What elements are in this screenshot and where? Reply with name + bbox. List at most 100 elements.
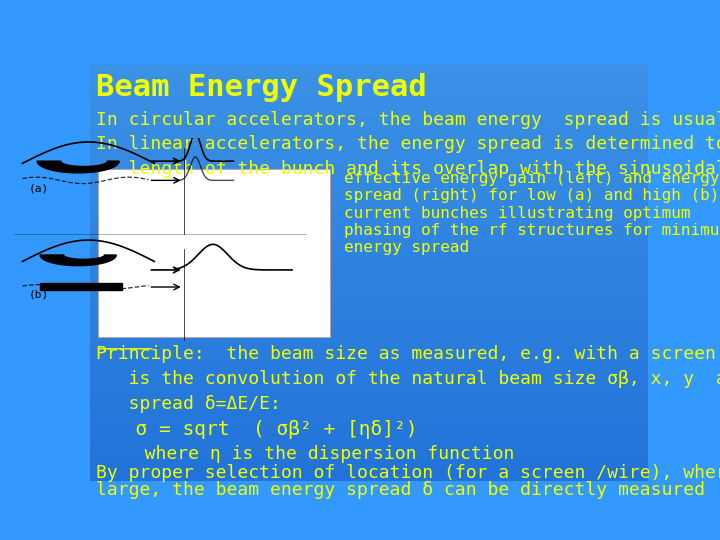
Bar: [90, 197, 648, 198]
Bar: [90, 235, 648, 237]
Bar: [90, 122, 648, 123]
Bar: [90, 66, 648, 68]
Bar: [90, 177, 648, 179]
Bar: [90, 193, 648, 195]
Bar: [90, 273, 648, 274]
Bar: [90, 328, 648, 329]
Bar: [90, 476, 648, 477]
Bar: [90, 326, 648, 328]
Bar: [90, 313, 648, 315]
Bar: [90, 468, 648, 469]
Bar: [90, 372, 648, 373]
Bar: [90, 458, 648, 460]
Bar: [90, 318, 648, 320]
Bar: [90, 363, 648, 365]
Bar: [90, 362, 648, 363]
Bar: [90, 320, 648, 321]
Bar: [90, 160, 648, 162]
Bar: [90, 357, 648, 359]
Bar: [90, 200, 648, 201]
Bar: [90, 123, 648, 125]
Bar: [90, 78, 648, 79]
Bar: [90, 429, 648, 430]
Bar: [90, 261, 648, 263]
FancyBboxPatch shape: [40, 283, 122, 290]
Bar: [90, 126, 648, 128]
Bar: [90, 205, 648, 206]
Bar: [90, 120, 648, 122]
Bar: [90, 201, 648, 203]
Bar: [90, 437, 648, 438]
Bar: [90, 172, 648, 174]
Bar: [90, 339, 648, 341]
Bar: [90, 303, 648, 305]
Bar: [90, 252, 648, 253]
Bar: [90, 341, 648, 342]
Bar: [90, 427, 648, 429]
Bar: [90, 336, 648, 338]
Text: σ = sqrt  ( σβ² + [ηδ]²): σ = sqrt ( σβ² + [ηδ]²): [112, 420, 418, 440]
Bar: [90, 227, 648, 229]
Bar: [90, 92, 648, 94]
Text: Beam Energy Spread: Beam Energy Spread: [96, 73, 426, 102]
Bar: [90, 321, 648, 323]
Bar: [90, 198, 648, 200]
Bar: [90, 179, 648, 180]
Bar: [90, 216, 648, 218]
Text: effective energy gain (left) and energy
spread (right) for low (a) and high (b)
: effective energy gain (left) and energy …: [344, 171, 720, 255]
Bar: [90, 387, 648, 388]
Bar: [90, 222, 648, 224]
Bar: [90, 104, 648, 105]
Bar: [90, 310, 648, 312]
Bar: [90, 447, 648, 448]
Bar: [90, 242, 648, 244]
Bar: [90, 113, 648, 115]
Text: By proper selection of location (for a screen /wire), where η is: By proper selection of location (for a s…: [96, 464, 720, 482]
Bar: [90, 151, 648, 152]
Bar: [90, 184, 648, 185]
Bar: [90, 315, 648, 316]
Bar: [90, 192, 648, 193]
Bar: [90, 380, 648, 382]
Bar: [90, 162, 648, 164]
Bar: [90, 211, 648, 213]
Bar: [90, 344, 648, 346]
Bar: [90, 416, 648, 417]
Bar: [90, 130, 648, 131]
Bar: [90, 134, 648, 136]
Bar: [90, 287, 648, 289]
Bar: [90, 291, 648, 292]
Bar: [90, 250, 648, 252]
Bar: [90, 349, 648, 350]
Bar: [90, 408, 648, 409]
Bar: [90, 159, 648, 160]
Bar: [90, 115, 648, 117]
Bar: [90, 176, 648, 177]
Bar: [90, 81, 648, 83]
Bar: [90, 279, 648, 281]
Bar: [90, 460, 648, 461]
Bar: [90, 76, 648, 78]
Bar: [90, 294, 648, 295]
Bar: [90, 117, 648, 118]
Bar: [90, 278, 648, 279]
Bar: [90, 297, 648, 299]
Bar: [90, 268, 648, 269]
Bar: [90, 221, 648, 222]
Text: (b): (b): [28, 289, 48, 300]
Bar: [90, 239, 648, 240]
Bar: [90, 107, 648, 109]
Bar: [90, 383, 648, 385]
Bar: [90, 477, 648, 479]
Bar: [90, 86, 648, 87]
Bar: [90, 128, 648, 130]
Bar: [90, 144, 648, 146]
Bar: [90, 421, 648, 422]
Bar: [90, 210, 648, 211]
Bar: [90, 375, 648, 377]
Bar: [90, 152, 648, 154]
Bar: [90, 289, 648, 291]
Bar: [90, 471, 648, 472]
Bar: [90, 466, 648, 468]
Bar: [90, 377, 648, 379]
